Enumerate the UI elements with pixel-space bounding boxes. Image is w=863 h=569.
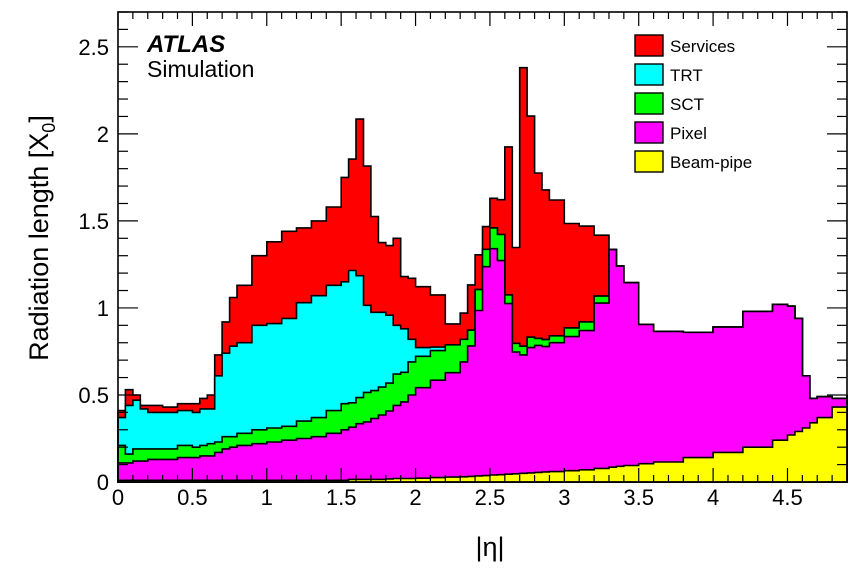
atlas-label: ATLAS [146,31,225,58]
x-tick-label: 2.5 [475,485,506,510]
legend: Services TRT SCT Pixel Beam-pipe [634,34,752,173]
y-axis-title-subscript: 0 [39,123,59,133]
y-axis-title-main: Radiation length [X [24,133,54,361]
legend-label: Services [670,37,735,56]
x-tick-label: 1 [261,485,273,510]
y-tick-label: 1.5 [78,209,109,234]
x-tick-label: 0.5 [177,485,208,510]
y-tick-label: 0 [97,470,109,495]
simulation-label: Simulation [147,56,254,82]
area-pixel [117,247,848,483]
legend-label: Pixel [670,124,707,143]
tick-labels: 0 0.5 1 1.5 2 2.5 3 3.5 4 4.5 0 0.5 1 1.5 2 2.5 [78,35,802,510]
legend-swatch [634,150,664,173]
legend-swatch [634,121,664,144]
x-tick-label: 3 [558,485,570,510]
plot-frame [117,11,848,483]
legend-swatch [634,34,664,57]
plot-frame-rect [117,11,848,483]
y-tick-label: 2.5 [78,35,109,60]
x-axis-title: |η| [475,532,504,562]
x-tick-label: 1.5 [326,485,357,510]
area-beam-pipe [117,395,848,483]
y-tick-label: 2 [97,122,109,147]
x-tick-label: 3.5 [623,485,654,510]
x-tick-label: 2 [409,485,421,510]
y-tick-label: 1 [97,296,109,321]
y-tick-label: 0.5 [78,383,109,408]
legend-label: TRT [670,66,703,85]
y-axis-title-suffix: ] [24,115,54,123]
legend-swatch [634,92,664,115]
axis-ticks [117,11,848,483]
x-tick-label: 0 [112,485,124,510]
y-axis-title: Radiation length [X0] [24,115,59,361]
legend-label: Beam-pipe [670,153,752,172]
legend-label: SCT [670,95,704,114]
legend-swatch [634,63,664,86]
stacked-areas [117,66,848,483]
x-tick-label: 4 [707,485,719,510]
x-tick-label: 4.5 [772,485,803,510]
